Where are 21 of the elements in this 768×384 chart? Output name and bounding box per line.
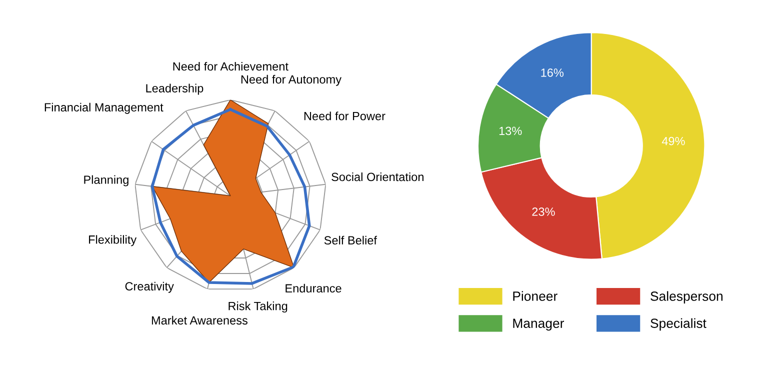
spoke-label: Need for Achievement xyxy=(173,62,288,71)
spoke-label: Social Orientation xyxy=(332,172,424,182)
legend-label: Salesperson xyxy=(650,291,722,304)
spoke-label: Creativity xyxy=(125,282,174,293)
spoke-label: Endurance xyxy=(286,284,342,293)
spoke-label: Risk Taking xyxy=(228,302,288,313)
data-label: 49% xyxy=(662,136,685,146)
data-label: 16% xyxy=(541,68,564,77)
spoke-label: Market Awareness xyxy=(152,316,248,325)
spoke-label: Leadership xyxy=(146,84,204,95)
spoke-label: Need for Power xyxy=(304,112,386,120)
data-label: 13% xyxy=(499,126,522,136)
spoke-label: Flexibility xyxy=(89,235,137,246)
legend-label: Specialist xyxy=(650,318,706,331)
spoke-label: Planning xyxy=(84,175,128,186)
legend-label: Manager xyxy=(513,318,564,331)
spoke-label: Financial Management xyxy=(44,102,164,114)
data-label: 23% xyxy=(532,208,555,216)
spoke-label: Need for Autonomy xyxy=(241,74,342,86)
legend-label: Pioneer xyxy=(513,291,558,301)
spoke-label: Self Belief xyxy=(324,236,377,245)
